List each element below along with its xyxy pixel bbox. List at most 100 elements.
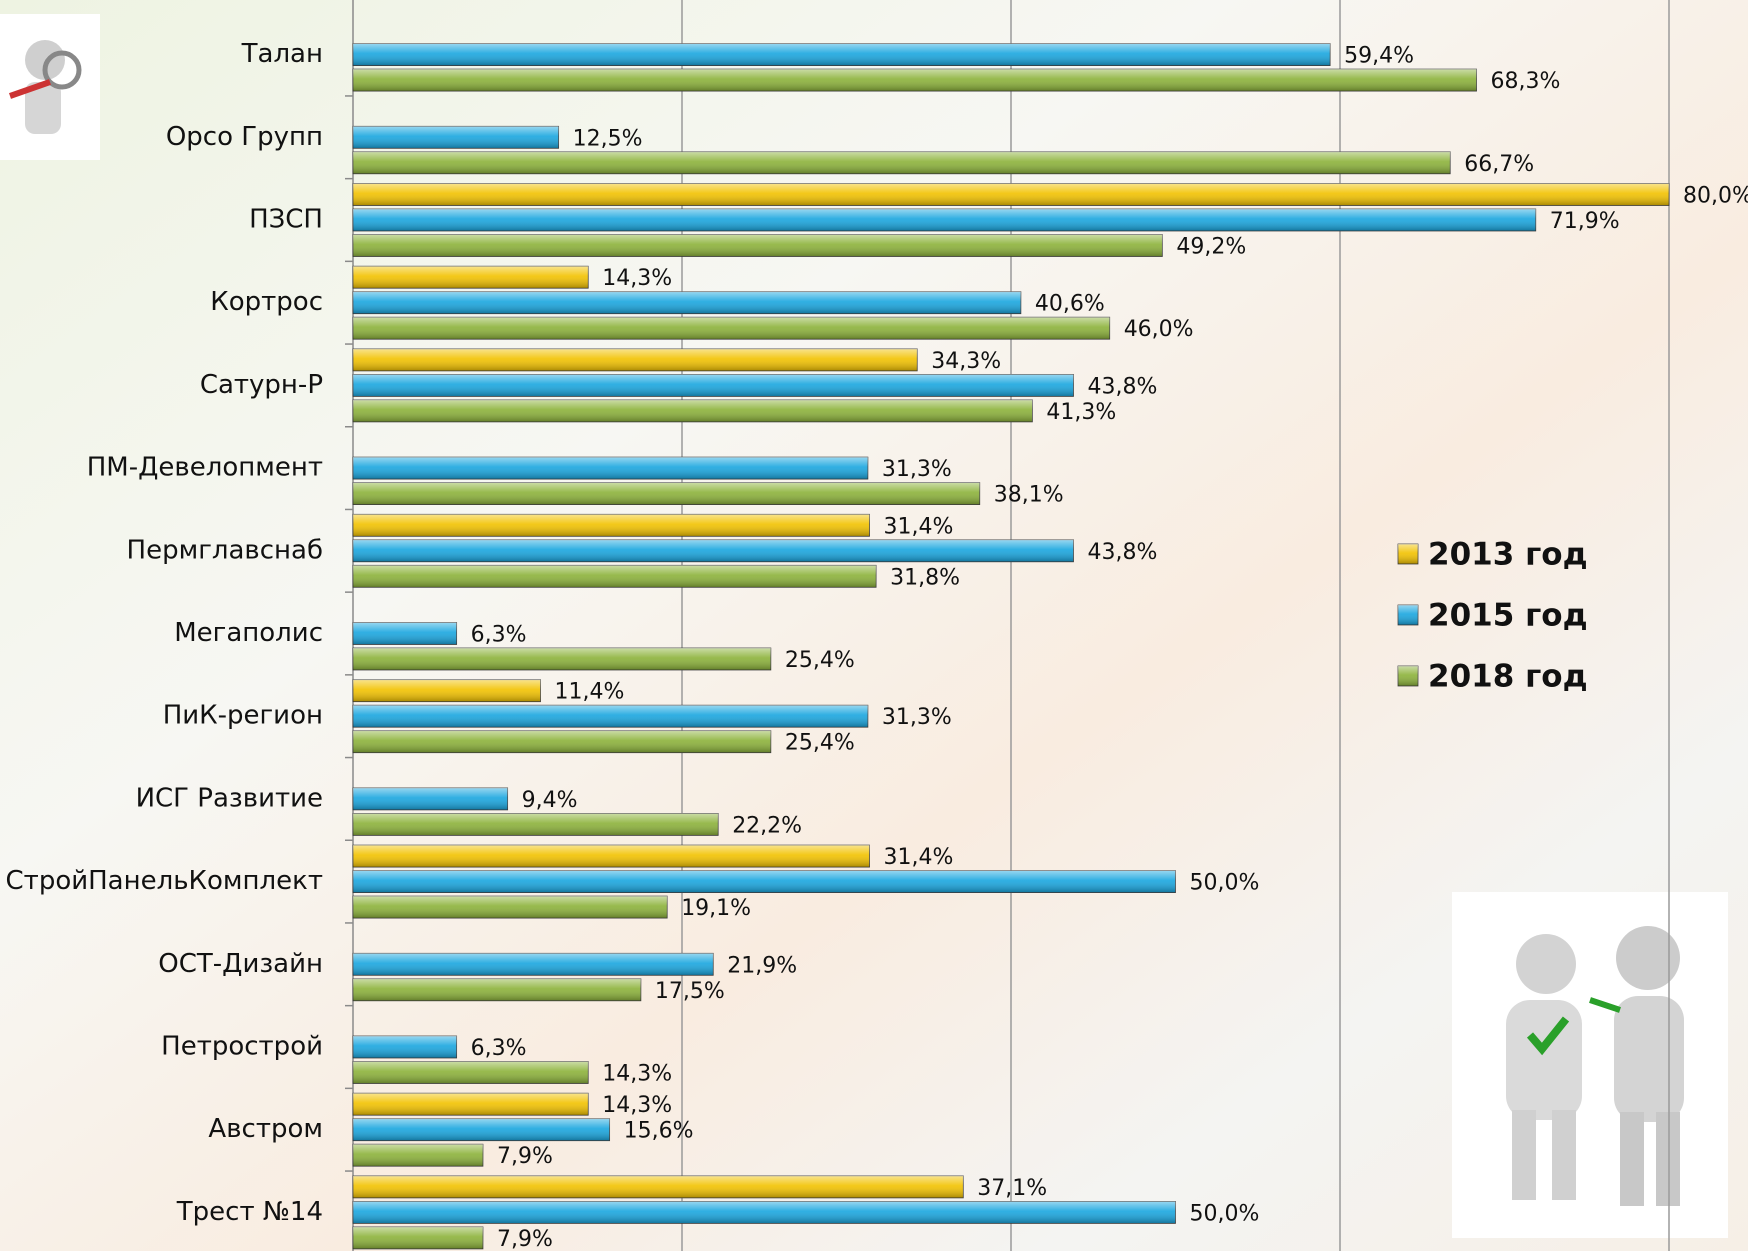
value-label: 6,3% — [471, 1036, 527, 1061]
category-label: ПЗСП — [249, 205, 323, 235]
legend-label: 2015 год — [1428, 598, 1588, 634]
category-label: Трест №14 — [176, 1197, 323, 1227]
value-label: 59,4% — [1344, 44, 1414, 69]
icon-magnifier — [0, 14, 100, 160]
value-label: 31,3% — [882, 457, 952, 482]
value-label: 7,9% — [497, 1227, 553, 1251]
bar-shine — [353, 399, 1033, 422]
bar-shine — [353, 348, 918, 371]
bar-shine — [353, 1036, 457, 1058]
value-label: 50,0% — [1190, 1201, 1260, 1226]
value-label: 25,4% — [785, 648, 855, 673]
category-label: Мегаполис — [174, 618, 323, 648]
bar-shine — [353, 978, 641, 1001]
value-label: 19,1% — [681, 896, 751, 921]
value-label: 11,4% — [555, 680, 625, 705]
bar-shine — [353, 870, 1176, 893]
category-label: Австром — [208, 1114, 323, 1144]
value-label: 14,3% — [602, 1062, 672, 1087]
bar-shine — [353, 1144, 483, 1167]
bar-shine — [353, 648, 771, 670]
bar-shine — [353, 1061, 589, 1084]
value-label: 9,4% — [522, 788, 578, 813]
bar-shine — [353, 457, 868, 480]
value-label: 40,6% — [1035, 292, 1105, 317]
value-label: 31,4% — [884, 514, 954, 539]
bar-shine — [353, 1175, 964, 1198]
bar-shine — [353, 787, 508, 810]
value-label: 25,4% — [785, 731, 855, 756]
bar-shine — [353, 1118, 610, 1141]
category-label: Талан — [241, 39, 323, 69]
bar-shine — [353, 151, 1451, 174]
value-label: 31,8% — [890, 565, 960, 590]
bar-shine — [353, 183, 1669, 206]
bar-shine — [353, 291, 1021, 314]
value-label: 31,3% — [882, 705, 952, 730]
bar-shine — [353, 730, 771, 753]
value-label: 14,3% — [602, 1093, 672, 1118]
bar-shine — [353, 679, 541, 702]
value-label: 31,4% — [884, 845, 954, 870]
value-label: 41,3% — [1046, 400, 1116, 425]
bar-shine — [353, 622, 457, 645]
bar-shine — [353, 234, 1163, 257]
category-label: Петрострой — [161, 1032, 323, 1062]
category-label: ИСГ Развитие — [136, 783, 323, 813]
value-label: 38,1% — [994, 483, 1064, 508]
bar-shine — [353, 317, 1110, 340]
category-label: Сатурн-Р — [200, 370, 323, 400]
bar-shine — [353, 813, 719, 836]
legend-label: 2013 год — [1428, 537, 1588, 573]
legend-label: 2018 год — [1428, 659, 1588, 695]
bar-shine — [353, 1201, 1176, 1224]
legend-swatch-shine — [1398, 544, 1418, 564]
value-label: 17,5% — [655, 979, 725, 1004]
value-label: 34,3% — [931, 349, 1001, 374]
value-label: 15,6% — [624, 1119, 694, 1144]
value-label: 71,9% — [1550, 209, 1620, 234]
value-label: 37,1% — [977, 1176, 1047, 1201]
value-label: 50,0% — [1190, 871, 1260, 896]
bar-shine — [353, 514, 870, 537]
bar-shine — [353, 43, 1331, 66]
bar-shine — [353, 1226, 483, 1249]
value-label: 68,3% — [1491, 69, 1561, 94]
bar-shine — [353, 705, 868, 728]
bar-shine — [353, 845, 870, 868]
bar-shine — [353, 539, 1074, 562]
category-label: ОСТ-Дизайн — [158, 949, 323, 979]
bar-shine — [353, 209, 1536, 231]
bar-shine — [353, 69, 1477, 92]
category-label: ПМ-Девелопмент — [87, 453, 323, 483]
bar-shine — [353, 953, 714, 976]
value-label: 6,3% — [471, 623, 527, 648]
value-label: 46,0% — [1124, 317, 1194, 342]
value-label: 7,9% — [497, 1144, 553, 1169]
value-label: 43,8% — [1088, 374, 1158, 399]
bar-shine — [353, 896, 668, 919]
bar-shine — [353, 126, 559, 149]
bar-shine — [353, 374, 1074, 397]
value-label: 14,3% — [602, 266, 672, 291]
category-label: Пермглавснаб — [127, 535, 323, 565]
category-label: Кортрос — [210, 287, 323, 317]
legend-swatch-shine — [1398, 666, 1418, 686]
category-label: СтройПанельКомплект — [6, 866, 323, 896]
value-label: 49,2% — [1176, 235, 1246, 260]
value-label: 21,9% — [727, 953, 797, 978]
legend-swatch-shine — [1398, 605, 1418, 625]
category-label: ПиК-регион — [163, 701, 323, 731]
value-label: 12,5% — [573, 126, 643, 151]
value-label: 80,0% — [1683, 184, 1748, 209]
icon-people — [1452, 892, 1728, 1238]
category-label: Орсо Групп — [166, 122, 323, 152]
value-label: 66,7% — [1464, 152, 1534, 177]
value-label: 22,2% — [732, 813, 802, 838]
bar-shine — [353, 266, 589, 289]
bar-shine — [353, 482, 980, 505]
value-label: 43,8% — [1088, 540, 1158, 565]
bar-shine — [353, 565, 877, 588]
bar-shine — [353, 1093, 589, 1116]
